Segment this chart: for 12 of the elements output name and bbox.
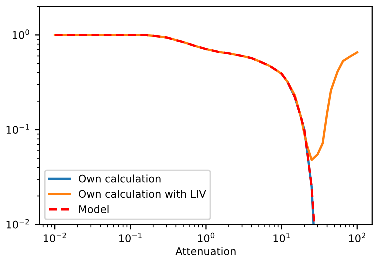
y-tick-label: 10$^{−2}$	[6, 219, 30, 229]
x-tick-label: 10$^{−2}$	[44, 232, 66, 242]
x-tick-label: 10$^{0}$	[198, 232, 215, 242]
x-axis-title: Attenuation	[176, 247, 236, 256]
y-tick-label: 10$^{−1}$	[6, 124, 30, 134]
legend-label: Model	[79, 205, 109, 214]
x-tick-label: 10$^{1}$	[274, 233, 290, 242]
x-tick-label: 10$^{−1}$	[120, 233, 142, 242]
y-tick-label: 10$^{0}$	[12, 30, 30, 40]
x-tick-label: 10$^{2}$	[349, 232, 366, 242]
legend-label: Own calculation	[79, 174, 161, 183]
legend-label: Own calculation with LIV	[79, 190, 206, 198]
